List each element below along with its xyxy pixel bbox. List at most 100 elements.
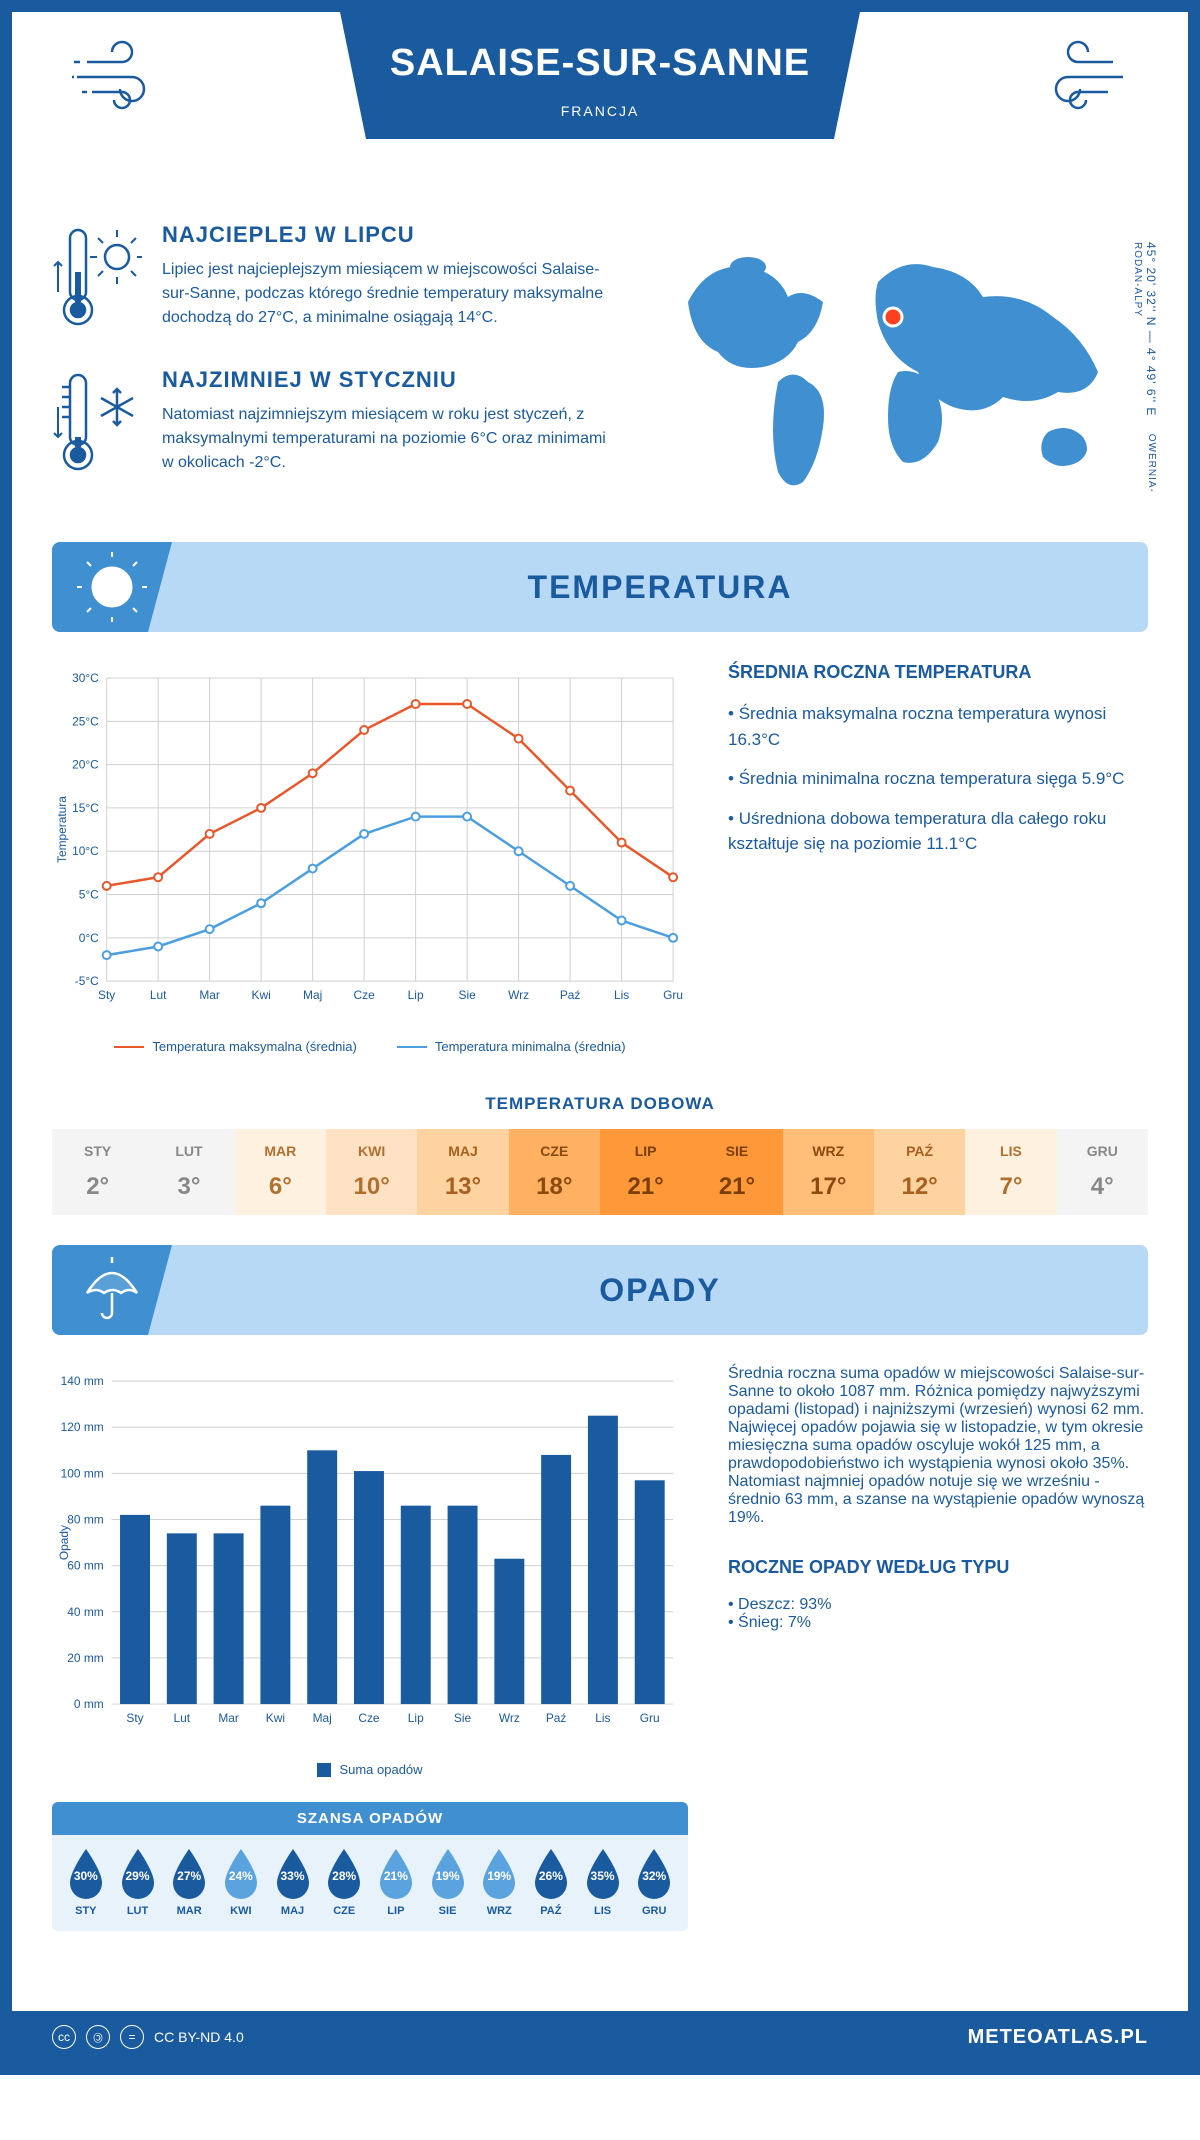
svg-text:Maj: Maj: [303, 988, 322, 1002]
thermometer-cold-icon: [52, 367, 142, 477]
temp-bullet: Średnia maksymalna roczna temperatura wy…: [728, 701, 1148, 752]
svg-text:Lut: Lut: [150, 988, 167, 1002]
svg-text:20°C: 20°C: [72, 758, 99, 772]
chance-cell: 21%LIP: [370, 1847, 422, 1917]
precip-rain: Deszcz: 93%: [728, 1596, 1148, 1614]
svg-text:Lis: Lis: [614, 988, 629, 1002]
cc-icon: cc: [52, 2025, 76, 2049]
daily-cell: LUT3°: [143, 1129, 234, 1215]
temp-bullet: Średnia minimalna roczna temperatura się…: [728, 766, 1148, 792]
daily-cell: SIE21°: [691, 1129, 782, 1215]
precip-para1: Średnia roczna suma opadów w miejscowośc…: [728, 1365, 1148, 1419]
daily-temp-table: STY2°LUT3°MAR6°KWI10°MAJ13°CZE18°LIP21°S…: [52, 1129, 1148, 1215]
svg-text:0°C: 0°C: [79, 931, 99, 945]
chance-cell: 33%MAJ: [267, 1847, 319, 1917]
svg-text:20 mm: 20 mm: [67, 1651, 103, 1665]
chance-cell: 24%KWI: [215, 1847, 267, 1917]
svg-text:Wrz: Wrz: [508, 988, 529, 1002]
location-title: SALAISE-SUR-SANNE: [360, 42, 840, 85]
svg-text:Sie: Sie: [454, 1711, 472, 1725]
warmest-text: Lipiec jest najcieplejszym miesiącem w m…: [162, 258, 608, 330]
chance-cell: 27%MAR: [163, 1847, 215, 1917]
svg-text:Lip: Lip: [408, 988, 424, 1002]
svg-text:Lip: Lip: [408, 1711, 424, 1725]
svg-text:0 mm: 0 mm: [74, 1697, 104, 1711]
chance-cell: 30%STY: [60, 1847, 112, 1917]
temp-info-heading: ŚREDNIA ROCZNA TEMPERATURA: [728, 662, 1148, 683]
svg-text:Lut: Lut: [174, 1711, 191, 1725]
site-name: METEOATLAS.PL: [968, 2026, 1148, 2049]
svg-text:5°C: 5°C: [79, 888, 99, 902]
svg-text:100 mm: 100 mm: [61, 1466, 104, 1480]
svg-text:Cze: Cze: [358, 1711, 380, 1725]
svg-text:Cze: Cze: [354, 988, 376, 1002]
svg-text:Sie: Sie: [459, 988, 477, 1002]
svg-text:Lis: Lis: [595, 1711, 610, 1725]
page-footer: cc 🄯 = CC BY-ND 4.0 METEOATLAS.PL: [12, 2011, 1188, 2063]
precip-section-header: OPADY: [52, 1245, 1148, 1335]
svg-text:Mar: Mar: [218, 1711, 239, 1725]
svg-text:25°C: 25°C: [72, 714, 99, 728]
svg-text:-5°C: -5°C: [75, 974, 99, 988]
svg-text:10°C: 10°C: [72, 844, 99, 858]
daily-cell: WRZ17°: [783, 1129, 874, 1215]
svg-text:80 mm: 80 mm: [67, 1512, 103, 1526]
daily-cell: GRU4°: [1057, 1129, 1148, 1215]
svg-text:Kwi: Kwi: [266, 1711, 285, 1725]
chance-cell: 32%GRU: [628, 1847, 680, 1917]
coldest-heading: NAJZIMNIEJ W STYCZNIU: [162, 367, 608, 393]
svg-text:Temperatura: Temperatura: [55, 796, 69, 863]
svg-text:Sty: Sty: [98, 988, 115, 1002]
wind-icon: [1008, 37, 1128, 117]
warmest-heading: NAJCIEPLEJ W LIPCU: [162, 222, 608, 248]
location-marker: [884, 308, 902, 326]
thermometer-hot-icon: [52, 222, 142, 332]
svg-text:Mar: Mar: [199, 988, 220, 1002]
precip-title: OPADY: [172, 1272, 1148, 1309]
svg-text:15°C: 15°C: [72, 801, 99, 815]
temperature-title: TEMPERATURA: [172, 569, 1148, 606]
umbrella-icon: [77, 1255, 147, 1325]
svg-text:Sty: Sty: [126, 1711, 143, 1725]
svg-text:Gru: Gru: [640, 1711, 660, 1725]
svg-text:30°C: 30°C: [72, 671, 99, 685]
page-header: SALAISE-SUR-SANNE FRANCJA: [52, 12, 1148, 192]
country-label: FRANCJA: [360, 103, 840, 119]
daily-cell: KWI10°: [326, 1129, 417, 1215]
chance-cell: 35%LIS: [577, 1847, 629, 1917]
svg-text:40 mm: 40 mm: [67, 1605, 103, 1619]
svg-text:Wrz: Wrz: [499, 1711, 520, 1725]
chance-cell: 28%CZE: [318, 1847, 370, 1917]
svg-text:60 mm: 60 mm: [67, 1559, 103, 1573]
nd-icon: =: [120, 2025, 144, 2049]
precip-type-heading: ROCZNE OPADY WEDŁUG TYPU: [728, 1557, 1148, 1578]
by-icon: 🄯: [86, 2025, 110, 2049]
coldest-text: Natomiast najzimniejszym miesiącem w rok…: [162, 403, 608, 475]
warmest-block: NAJCIEPLEJ W LIPCU Lipiec jest najcieple…: [52, 222, 608, 337]
daily-temp-heading: TEMPERATURA DOBOWA: [52, 1094, 1148, 1114]
daily-cell: LIS7°: [965, 1129, 1056, 1215]
daily-cell: MAR6°: [235, 1129, 326, 1215]
precip-snow: Śnieg: 7%: [728, 1614, 1148, 1632]
svg-text:Gru: Gru: [663, 988, 683, 1002]
svg-text:Opady: Opady: [57, 1525, 71, 1560]
coords-text: 45° 20' 32'' N — 4° 49' 6'' E: [1144, 242, 1158, 416]
chance-cell: 19%WRZ: [473, 1847, 525, 1917]
world-map: 45° 20' 32'' N — 4° 49' 6'' E OWERNIA-RO…: [648, 222, 1148, 512]
svg-text:Paź: Paź: [560, 988, 581, 1002]
temp-bullet: Uśredniona dobowa temperatura dla całego…: [728, 806, 1148, 857]
svg-text:Maj: Maj: [313, 1711, 332, 1725]
daily-cell: PAŹ12°: [874, 1129, 965, 1215]
chance-cell: 19%SIE: [422, 1847, 474, 1917]
chance-title: SZANSA OPADÓW: [52, 1802, 688, 1835]
legend-max: Temperatura maksymalna (średnia): [152, 1039, 356, 1054]
legend-min: Temperatura minimalna (średnia): [435, 1039, 626, 1054]
chance-cell: 26%PAŹ: [525, 1847, 577, 1917]
svg-text:Paź: Paź: [546, 1711, 567, 1725]
coldest-block: NAJZIMNIEJ W STYCZNIU Natomiast najzimni…: [52, 367, 608, 482]
svg-text:120 mm: 120 mm: [61, 1420, 104, 1434]
chance-cell: 29%LUT: [112, 1847, 164, 1917]
daily-cell: CZE18°: [509, 1129, 600, 1215]
precip-bar-chart: 0 mm20 mm40 mm60 mm80 mm100 mm120 mm140 …: [52, 1365, 688, 1745]
daily-cell: MAJ13°: [417, 1129, 508, 1215]
